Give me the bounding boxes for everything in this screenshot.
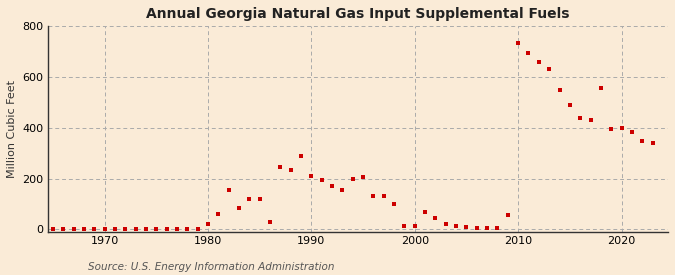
Title: Annual Georgia Natural Gas Input Supplemental Fuels: Annual Georgia Natural Gas Input Supplem… — [146, 7, 570, 21]
Text: Source: U.S. Energy Information Administration: Source: U.S. Energy Information Administ… — [88, 262, 334, 272]
Y-axis label: Million Cubic Feet: Million Cubic Feet — [7, 80, 17, 178]
